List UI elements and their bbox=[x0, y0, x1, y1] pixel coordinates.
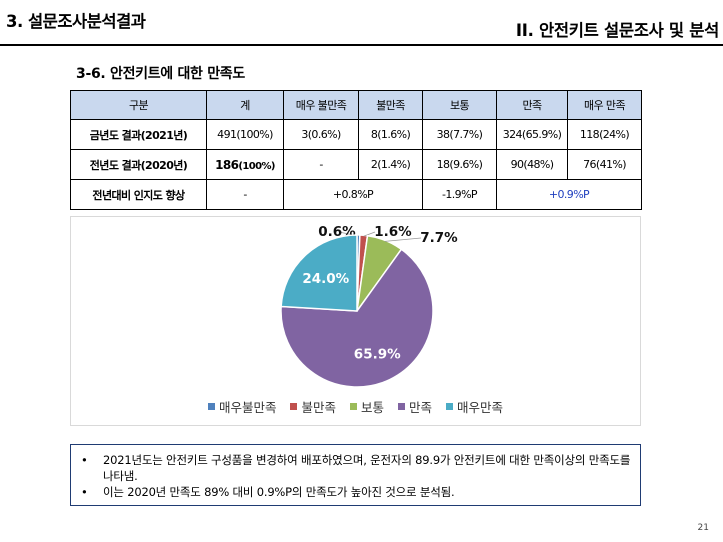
pie-slice-4 bbox=[280, 248, 434, 388]
legend-item: 보통 bbox=[349, 397, 384, 416]
table-header: 매우 불만족 bbox=[283, 90, 359, 120]
table-cell: +0.8%P bbox=[283, 179, 423, 210]
leader-line bbox=[384, 237, 422, 242]
legend-item: 불만족 bbox=[290, 397, 336, 416]
satisfaction-table: 구분 계 매우 불만족 불만족 보통 만족 매우 만족 금년도 결과(2021년… bbox=[70, 90, 642, 210]
legend-label: 보통 bbox=[360, 400, 384, 415]
table-header: 계 bbox=[206, 90, 284, 120]
table-header: 불만족 bbox=[358, 90, 423, 120]
table-header: 매우 만족 bbox=[567, 90, 642, 120]
section-title: 3-6. 안전키트에 대한 만족도 bbox=[76, 66, 245, 82]
legend-item: 만족 bbox=[398, 397, 432, 416]
table-header: 만족 bbox=[496, 90, 568, 120]
legend-swatch bbox=[349, 403, 357, 410]
table-cell: 2(1.4%) bbox=[358, 149, 423, 180]
legend-swatch bbox=[207, 403, 215, 410]
note-item: • 이는 2020년 만족도 89% 대비 0.9%P의 만족도가 높아진 것으… bbox=[81, 484, 632, 500]
legend-item: 매우불만족 bbox=[207, 397, 277, 416]
pie-data-label: 24.0% bbox=[302, 271, 349, 287]
table-cell: -1.9%P bbox=[422, 179, 497, 210]
table-cell: 38(7.7%) bbox=[422, 119, 497, 150]
table-cell: 18(9.6%) bbox=[422, 149, 497, 180]
legend-label: 불만족 bbox=[301, 400, 336, 415]
legend-label: 만족 bbox=[409, 400, 433, 415]
table-cell: 186(100%) bbox=[206, 149, 284, 180]
table-header: 보통 bbox=[422, 90, 497, 120]
table-cell: 324(65.9%) bbox=[496, 119, 568, 150]
table-cell: 8(1.6%) bbox=[358, 119, 423, 150]
legend-swatch bbox=[446, 403, 454, 410]
pie-chart: 0.6% 1.6% 7.7%65.9%24.0% bbox=[280, 224, 458, 388]
row-label: 전년도 결과(2020년) bbox=[70, 149, 207, 180]
total-sub: (100%) bbox=[238, 160, 275, 172]
pie-data-label: 7.7% bbox=[420, 230, 458, 246]
pie-data-label: 1.6% bbox=[374, 224, 412, 240]
table-header: 구분 bbox=[70, 90, 207, 120]
table-cell: 76(41%) bbox=[567, 149, 642, 180]
page-number: 21 bbox=[697, 523, 709, 533]
total-main: 186 bbox=[215, 157, 239, 172]
table-cell: 118(24%) bbox=[567, 119, 642, 150]
note-text: 이는 2020년 만족도 89% 대비 0.9%P의 만족도가 높아진 것으로 … bbox=[103, 485, 455, 499]
table-cell: 3(0.6%) bbox=[283, 119, 359, 150]
row-label: 전년대비 인지도 향상 bbox=[70, 179, 207, 210]
table-cell: - bbox=[283, 149, 359, 180]
bullet: • bbox=[81, 485, 88, 499]
pie-slice-5 bbox=[280, 234, 358, 312]
table-header-row: 구분 계 매우 불만족 불만족 보통 만족 매우 만족 bbox=[70, 90, 642, 120]
note-item: • 2021년도는 안전키트 구성품을 변경하여 배포하였으며, 운전자의 89… bbox=[81, 452, 632, 484]
table-cell: 90(48%) bbox=[496, 149, 568, 180]
table-cell: +0.9%P bbox=[496, 179, 642, 210]
legend-label: 매우불만족 bbox=[218, 400, 277, 415]
table-row-2021: 금년도 결과(2021년) 491(100%) 3(0.6%) 8(1.6%) … bbox=[70, 119, 642, 150]
note-text: 2021년도는 안전키트 구성품을 변경하여 배포하였으며, 운전자의 89.9… bbox=[103, 453, 631, 483]
table-row-change: 전년대비 인지도 향상 - +0.8%P -1.9%P +0.9%P bbox=[70, 179, 642, 210]
pie-chart-box: 0.6% 1.6% 7.7% 65.9% 24.0% 매우불만족 불만족 보통 만족 매우만족 bbox=[70, 216, 641, 426]
bullet: • bbox=[81, 453, 88, 467]
pie-data-label: 65.9% bbox=[354, 347, 401, 363]
row-label: 금년도 결과(2021년) bbox=[70, 119, 207, 150]
legend-swatch bbox=[290, 403, 298, 410]
section-header: 3. 설문조사분석결과 bbox=[6, 12, 146, 31]
chart-legend: 매우불만족 불만족 보통 만족 매우만족 bbox=[71, 397, 640, 416]
notes-box: • 2021년도는 안전키트 구성품을 변경하여 배포하였으며, 운전자의 89… bbox=[70, 444, 641, 506]
table-row-2020: 전년도 결과(2020년) 186(100%) - 2(1.4%) 18(9.6… bbox=[70, 149, 642, 180]
table-cell: - bbox=[206, 179, 284, 210]
chapter-header: II. 안전키트 설문조사 및 분석 bbox=[515, 21, 719, 40]
leader-line bbox=[363, 231, 376, 237]
legend-item: 매우만족 bbox=[446, 397, 503, 416]
legend-swatch bbox=[398, 403, 405, 410]
legend-label: 매우만족 bbox=[457, 400, 504, 415]
header-divider bbox=[0, 44, 723, 46]
table-cell: 491(100%) bbox=[206, 119, 284, 150]
